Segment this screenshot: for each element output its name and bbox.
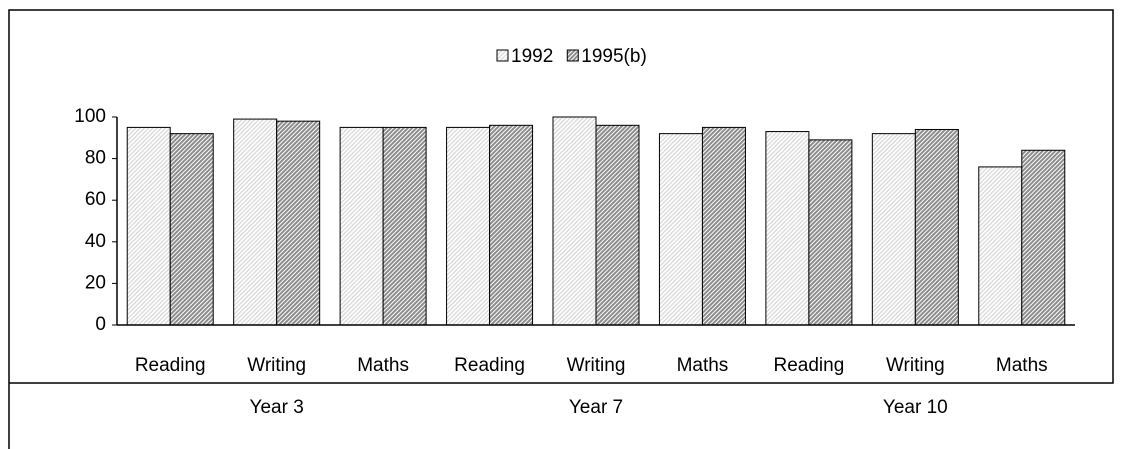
y-tick-label: 0 (95, 314, 106, 335)
x-tick-label: Writing (567, 355, 626, 376)
bar (552, 116, 597, 326)
bar (339, 126, 384, 326)
x-tick-label: Writing (247, 355, 306, 376)
bar (871, 133, 916, 326)
frame (8, 9, 1114, 449)
bar (808, 139, 853, 326)
bar (276, 120, 321, 326)
bar (914, 128, 959, 326)
legend-swatch (496, 49, 509, 62)
legend-swatch (566, 49, 579, 62)
bar (1021, 149, 1066, 326)
x-tick-label: Reading (773, 355, 844, 376)
bar (446, 126, 491, 326)
bar (489, 124, 534, 326)
group-label: Year 7 (569, 397, 623, 418)
bar (595, 124, 640, 326)
y-tick-label: 40 (85, 231, 106, 252)
x-tick-label: Reading (454, 355, 525, 376)
y-tick-label: 80 (85, 148, 106, 169)
group-label: Year 10 (883, 397, 948, 418)
x-tick-label: Maths (677, 355, 729, 376)
legend-label: 1992 (511, 46, 553, 67)
y-tick-label: 20 (85, 272, 106, 293)
group-label: Year 3 (250, 397, 304, 418)
bar (765, 131, 810, 326)
bar (126, 126, 171, 326)
legend-label: 1995(b) (581, 46, 647, 67)
bar (233, 118, 278, 326)
bar (978, 166, 1023, 326)
y-tick-label: 100 (74, 106, 106, 127)
x-tick-label: Maths (357, 355, 409, 376)
bar (658, 133, 703, 326)
x-tick-label: Reading (135, 355, 206, 376)
y-tick-label: 60 (85, 189, 106, 210)
x-tick-label: Writing (886, 355, 945, 376)
bar (701, 126, 746, 326)
x-tick-label: Maths (996, 355, 1048, 376)
bar (169, 133, 214, 326)
bar (382, 126, 427, 326)
